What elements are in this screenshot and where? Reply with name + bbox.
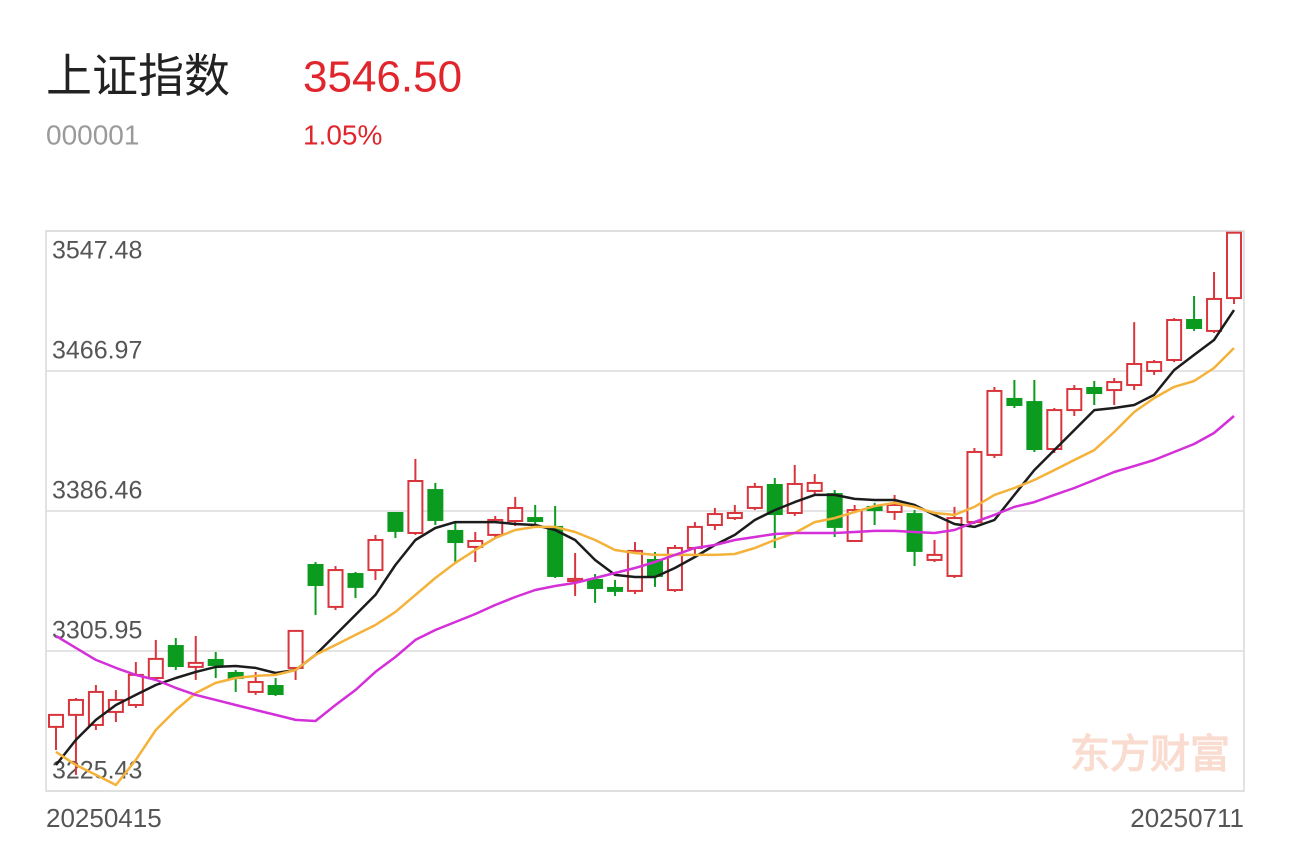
index-price: 3546.50 (303, 53, 462, 102)
y-tick-label: 3305.95 (52, 617, 142, 645)
candle-body (686, 525, 703, 549)
candle-body (766, 484, 783, 516)
candle-body (467, 540, 484, 548)
candle-body (47, 713, 64, 728)
candle-body (726, 512, 743, 520)
candle-body (966, 450, 983, 524)
index-code: 000001 (46, 119, 139, 150)
candle-body (247, 681, 264, 693)
candle-body (1086, 386, 1103, 395)
candle-body (127, 673, 144, 706)
moving-average-line (55, 309, 1236, 766)
moving-average-line (55, 347, 1235, 787)
candle-body (1206, 297, 1223, 332)
watermark: 东方财富 (1070, 733, 1230, 777)
candle-body (147, 657, 164, 680)
candle-body (267, 685, 284, 696)
y-tick-label: 3386.46 (52, 477, 142, 505)
candle-body (706, 513, 723, 527)
candle-body (287, 629, 304, 669)
candle-body (786, 482, 803, 515)
candle-body (1186, 318, 1203, 329)
moving-average-line (55, 415, 1235, 723)
candle-body (167, 645, 184, 668)
candle-body (507, 506, 524, 523)
candle-body (347, 573, 364, 588)
candle-body (1226, 231, 1243, 300)
candle-body (806, 481, 823, 492)
candle-body (387, 512, 404, 532)
candle-body (487, 518, 504, 536)
candle-body (1026, 401, 1043, 451)
candle-body (1146, 361, 1163, 372)
candle-body (986, 389, 1003, 456)
candle-body (587, 578, 604, 589)
candle-body (307, 564, 324, 586)
candle-body (1046, 409, 1063, 451)
x-tick-label: 20250711 (1130, 803, 1244, 833)
candle-body (427, 489, 444, 521)
candle-body (207, 658, 224, 666)
candle-body (367, 538, 384, 572)
candle-body (67, 698, 84, 716)
candle-body (826, 493, 843, 528)
candle-body (407, 480, 424, 535)
y-tick-label: 3466.97 (52, 337, 142, 365)
candle-body (627, 549, 644, 592)
candle-body (746, 485, 763, 509)
candle-body (447, 529, 464, 544)
candle-body (1126, 362, 1143, 387)
candle-body (327, 569, 344, 608)
candle-body (886, 504, 903, 513)
y-tick-label: 3547.48 (52, 237, 142, 265)
candle-body (187, 661, 204, 668)
candle-body (1006, 397, 1023, 407)
candle-body (527, 517, 544, 523)
candle-body (926, 553, 943, 561)
candle-body (547, 525, 564, 577)
candle-body (1166, 318, 1183, 361)
candle-body (946, 517, 963, 577)
index-change: 1.05% (303, 119, 382, 150)
candle-body (1066, 388, 1083, 412)
candle-body (607, 586, 624, 592)
x-tick-label: 20250415 (46, 803, 162, 833)
candle-body (1106, 381, 1123, 392)
index-name: 上证指数 (46, 50, 230, 102)
